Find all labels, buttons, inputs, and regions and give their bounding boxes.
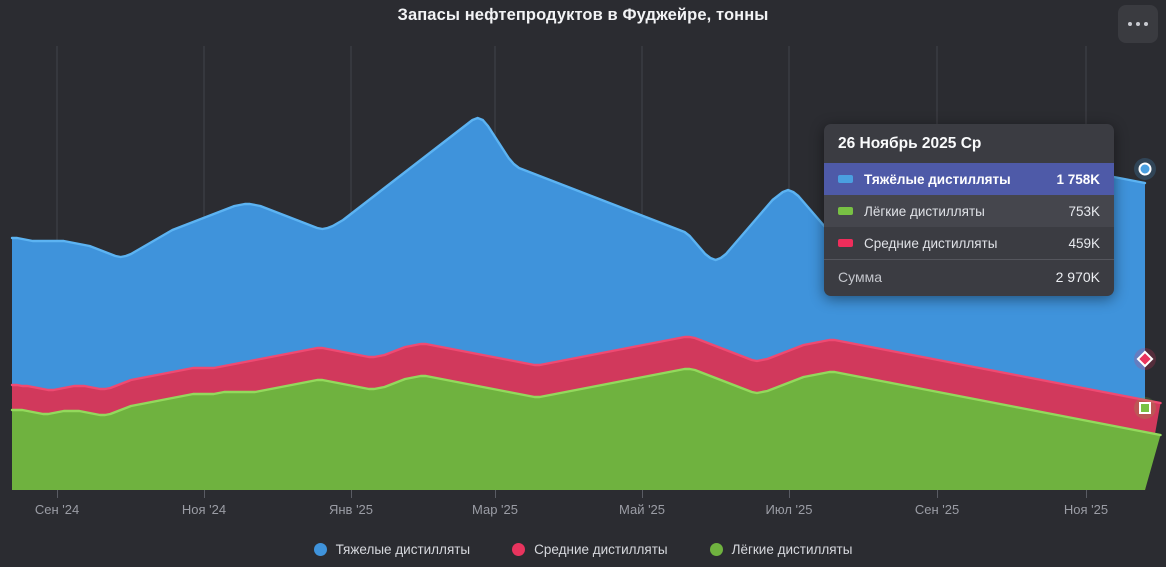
tooltip-series-name: Тяжёлые дистилляты: [864, 171, 1011, 187]
ellipsis-icon: [1136, 22, 1140, 26]
legend-item-0[interactable]: Тяжелые дистилляты: [313, 541, 471, 557]
plot-area[interactable]: [0, 0, 1166, 500]
heavy-end-marker[interactable]: [1138, 162, 1152, 176]
tooltip-color-swatch-icon: [838, 239, 853, 247]
tooltip-color-swatch-icon: [838, 175, 853, 183]
light-end-marker[interactable]: [1139, 402, 1151, 414]
light-distillates-area-stroke: [10, 367, 1162, 437]
x-axis-tick-mark: [204, 490, 205, 498]
stacked-area-chart[interactable]: [0, 0, 1166, 500]
tooltip-series-value: 753K: [1068, 203, 1100, 219]
x-axis-tick-label: Янв '25: [328, 502, 374, 517]
legend-item-1[interactable]: Средние дистилляты: [512, 541, 668, 557]
legend-color-dot-icon: [709, 542, 723, 556]
x-axis-tick-label: Сен '24: [34, 502, 80, 517]
overflow-menu-button[interactable]: [1118, 5, 1158, 43]
legend-item-label: Тяжелые дистилляты: [335, 541, 471, 557]
x-axis-tick-label: Июл '25: [765, 502, 813, 517]
tooltip-row-1: Лёгкие дистилляты 753K: [824, 195, 1114, 227]
x-axis-tick-mark: [1086, 490, 1087, 498]
x-axis-tick-mark: [351, 490, 352, 498]
tooltip-divider: [824, 259, 1114, 260]
x-axis-tick-label: Мар '25: [472, 502, 518, 517]
tooltip-series-value: 1 758K: [1056, 171, 1100, 187]
middle-distillates-area-stroke: [10, 335, 1162, 405]
tooltip-row-0: Тяжёлые дистилляты 1 758K: [824, 163, 1114, 195]
tooltip-series-value: 459K: [1068, 235, 1100, 251]
x-axis: Сен '24 Ноя '24 Янв '25 Мар '25 Май '25 Июл '…: [0, 490, 1166, 530]
light-distillates-area: [12, 369, 1161, 490]
tooltip-rows: Тяжёлые дистилляты 1 758K Лёгкие дистиллят…: [824, 163, 1114, 259]
x-axis-tick-label: Май '25: [618, 502, 666, 517]
tooltip-total-value: 2 970K: [1055, 269, 1100, 285]
x-axis-tick-label: Ноя '24: [181, 502, 227, 517]
ellipsis-icon: [1128, 22, 1132, 26]
chart-legend[interactable]: Тяжелые дистилляты Средние дистилляты Лёгк…: [0, 536, 1166, 562]
tooltip-row-2: Средние дистилляты 459K: [824, 227, 1114, 259]
chart-tooltip: 26 Ноябрь 2025 Ср Тяжёлые дистилляты 1 75…: [824, 124, 1114, 296]
x-axis-tick-mark: [642, 490, 643, 498]
legend-color-dot-icon: [313, 542, 327, 556]
x-axis-tick-mark: [57, 490, 58, 498]
tooltip-color-swatch-icon: [838, 207, 853, 215]
x-axis-tick-mark: [495, 490, 496, 498]
tooltip-series-name: Лёгкие дистилляты: [864, 203, 985, 219]
ellipsis-icon: [1144, 22, 1148, 26]
legend-item-label: Средние дистилляты: [534, 541, 668, 557]
middle-end-marker[interactable]: [1136, 350, 1154, 368]
x-axis-tick-mark: [937, 490, 938, 498]
tooltip-total-row: Сумма 2 970K: [824, 260, 1114, 296]
tooltip-total-label: Сумма: [838, 269, 882, 285]
tooltip-series-name: Средние дистилляты: [864, 235, 998, 251]
legend-item-2[interactable]: Лёгкие дистилляты: [709, 541, 853, 557]
legend-item-label: Лёгкие дистилляты: [731, 541, 853, 557]
legend-color-dot-icon: [512, 542, 526, 556]
x-axis-tick-label: Ноя '25: [1063, 502, 1109, 517]
x-axis-tick-mark: [789, 490, 790, 498]
tooltip-date: 26 Ноябрь 2025 Ср: [838, 135, 982, 152]
x-axis-tick-label: Сен '25: [914, 502, 960, 517]
